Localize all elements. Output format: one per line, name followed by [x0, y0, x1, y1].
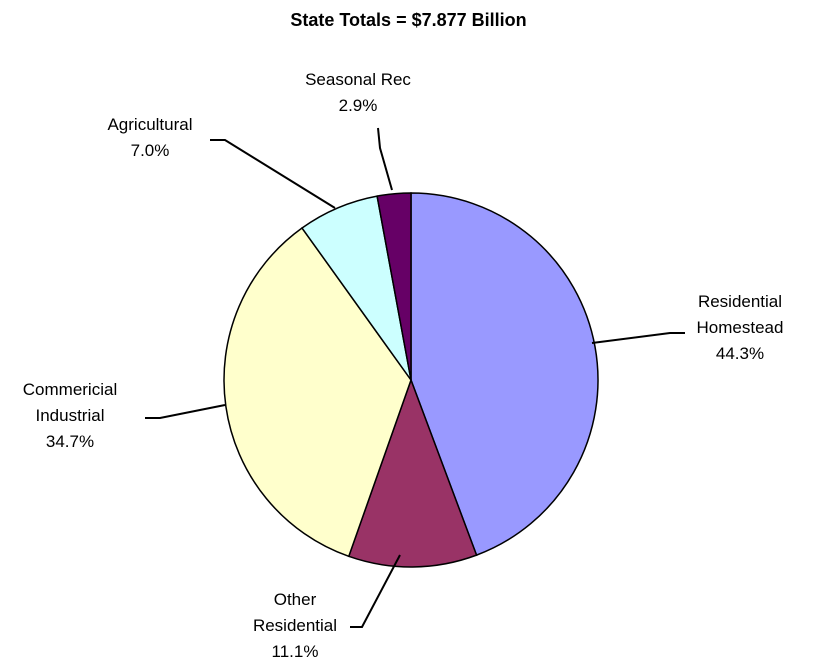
pie-slice: [376, 192, 412, 381]
value-label: 11.1%: [271, 642, 319, 661]
pie-slice: [347, 377, 478, 568]
chart-title: State Totals = $7.877 Billion: [290, 10, 527, 30]
value-label: 34.7%: [45, 432, 95, 451]
leader-line: [377, 127, 393, 191]
slice-label: Seasonal Rec: [305, 70, 411, 89]
leader-line: [591, 332, 685, 344]
slice-label: Agricultural: [107, 115, 193, 134]
leader-line: [145, 404, 226, 419]
slice-label: Other Residential: [252, 590, 338, 635]
value-label: 44.3%: [715, 344, 765, 363]
pie-slice: [410, 192, 599, 557]
leader-line: [350, 554, 401, 628]
slice-label: Residential Homestead: [696, 292, 784, 337]
leader-line: [210, 139, 336, 209]
slice-label: Commericial Industrial: [22, 380, 118, 425]
pie-slice: [223, 226, 412, 558]
value-label: 2.9%: [338, 96, 378, 115]
value-label: 7.0%: [130, 141, 170, 160]
